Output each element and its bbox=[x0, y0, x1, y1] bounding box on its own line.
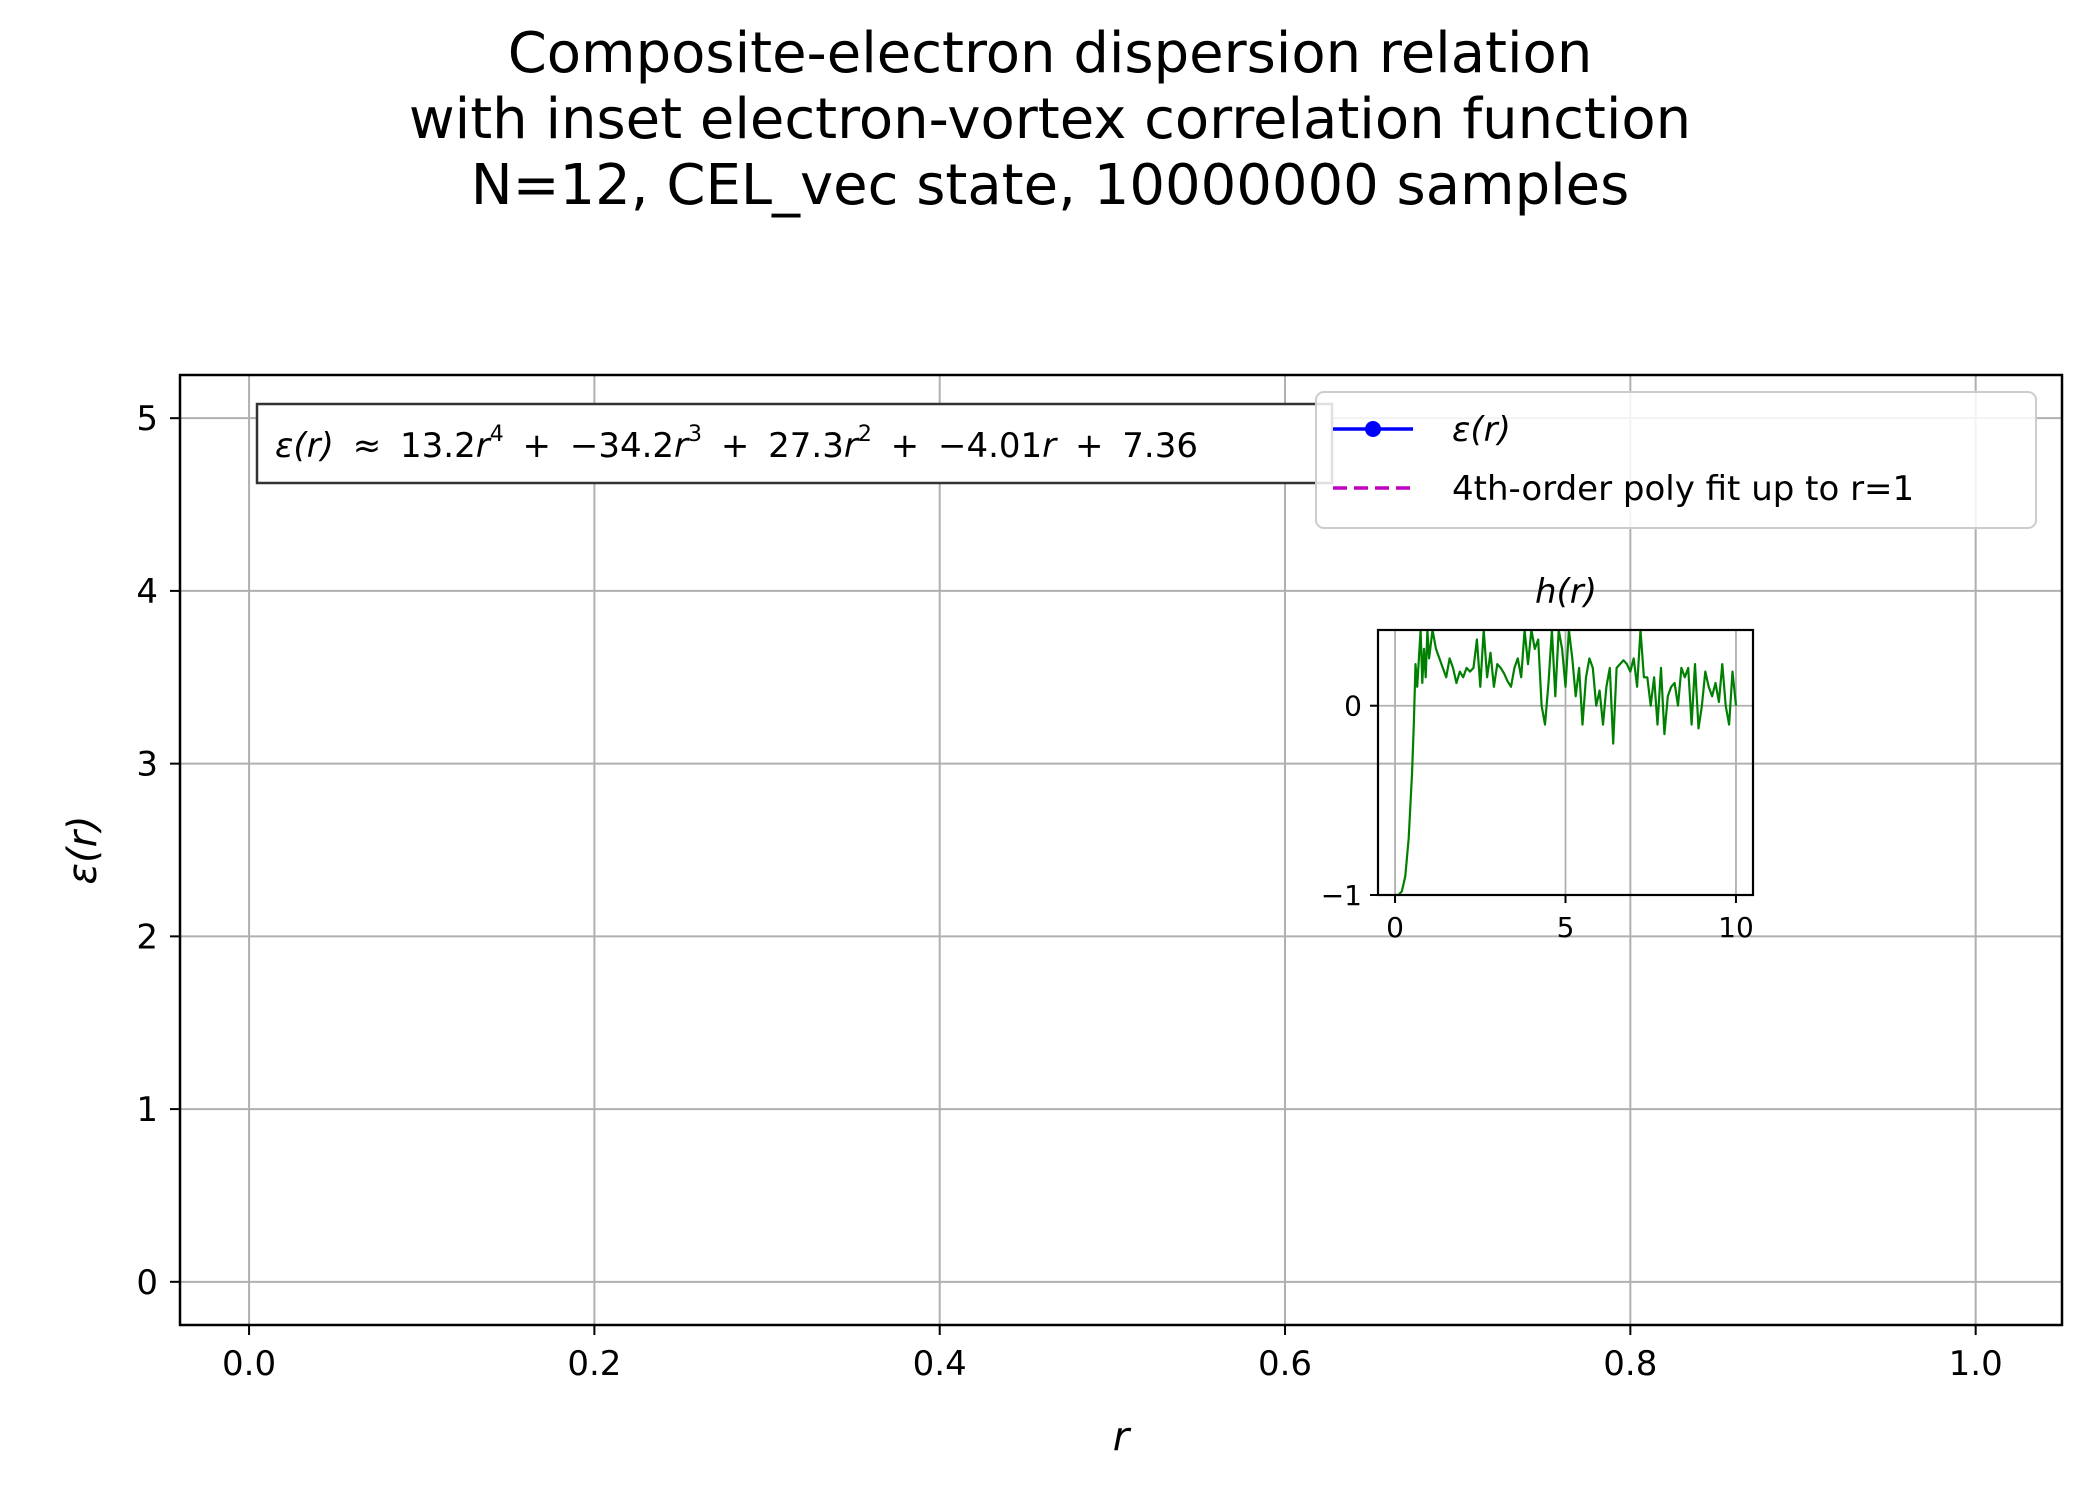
y-tick-label: 1 bbox=[136, 1090, 158, 1130]
x-axis-label: r bbox=[1113, 1414, 1132, 1460]
main-ticks: 0.0 0.2 0.4 0.6 0.8 1.0 0 1 2 3 4 5 bbox=[136, 399, 2002, 1384]
inset-x-tick-label: 0 bbox=[1386, 911, 1404, 944]
annotation-plus-3: + bbox=[891, 426, 920, 466]
annotation-equation: ε(r) ≈ 13.2r4 + −34.2r3 + 27.3r2 + −4.01… bbox=[275, 410, 1198, 466]
inset-x-tick-label: 5 bbox=[1557, 911, 1575, 944]
main-axes-frame bbox=[178, 373, 2064, 1327]
h-series-line bbox=[1395, 630, 1738, 895]
inset-title: h(r) bbox=[1535, 572, 1597, 612]
inset-plot: 0 5 10 −1 0 h(r) bbox=[1321, 572, 1755, 944]
legend-box bbox=[1315, 391, 2037, 529]
y-tick-label: 0 bbox=[136, 1263, 158, 1303]
x-tick-label: 0.6 bbox=[1258, 1344, 1312, 1384]
inset-x-tick-label: 10 bbox=[1718, 911, 1754, 944]
x-tick-label: 0.8 bbox=[1603, 1344, 1657, 1384]
chart-title: Composite-electron dispersion relation w… bbox=[409, 21, 1691, 218]
annotation-lhs: ε(r) bbox=[275, 426, 334, 466]
x-tick-label: 1.0 bbox=[1949, 1344, 2003, 1384]
title-line-1: Composite-electron dispersion relation bbox=[508, 21, 1593, 86]
legend-label-fit: 4th-order poly fit up to r=1 bbox=[1452, 469, 1914, 509]
annotation-c2: 27.3 bbox=[768, 426, 844, 466]
inset-series bbox=[1395, 630, 1738, 895]
annotation-plus-1: + bbox=[523, 426, 552, 466]
annotation-var-2: r bbox=[844, 426, 860, 466]
inset-ticks: 0 5 10 −1 0 bbox=[1321, 690, 1754, 944]
inset-y-tick-label: −1 bbox=[1321, 879, 1362, 912]
title-line-2: with inset electron-vortex correlation f… bbox=[409, 87, 1691, 152]
y-tick-label: 3 bbox=[136, 745, 158, 785]
x-tick-label: 0.4 bbox=[913, 1344, 967, 1384]
y-tick-label: 2 bbox=[136, 917, 158, 957]
legend-label-epsilon: ε(r) bbox=[1452, 410, 1511, 450]
annotation-var-4: r bbox=[476, 426, 492, 466]
annotation-approx: ≈ bbox=[353, 426, 382, 466]
annotation-plus-4: + bbox=[1075, 426, 1104, 466]
annotation-c3: −34.2 bbox=[570, 426, 674, 466]
title-line-3: N=12, CEL_vec state, 10000000 samples bbox=[471, 153, 1630, 218]
annotation-c1: −4.01 bbox=[938, 426, 1042, 466]
annotation-plus-2: + bbox=[721, 426, 750, 466]
annotation-c0: 7.36 bbox=[1122, 426, 1198, 466]
legend: ε(r) 4th-order poly fit up to r=1 bbox=[1315, 391, 2037, 529]
y-tick-label: 4 bbox=[136, 572, 158, 612]
fit-equation-annotation: ε(r) ≈ 13.2r4 + −34.2r3 + 27.3r2 + −4.01… bbox=[255, 402, 1334, 485]
annotation-var-3: r bbox=[674, 426, 690, 466]
x-tick-label: 0.0 bbox=[222, 1344, 276, 1384]
inset-y-tick-label: 0 bbox=[1344, 690, 1362, 723]
annotation-c4: 13.2 bbox=[400, 426, 476, 466]
y-axis-label: ε(r) bbox=[60, 815, 106, 884]
legend-marker-epsilon bbox=[1365, 421, 1381, 437]
annotation-var-1: r bbox=[1042, 426, 1058, 466]
x-tick-label: 0.2 bbox=[567, 1344, 621, 1384]
y-tick-label: 5 bbox=[136, 399, 158, 439]
